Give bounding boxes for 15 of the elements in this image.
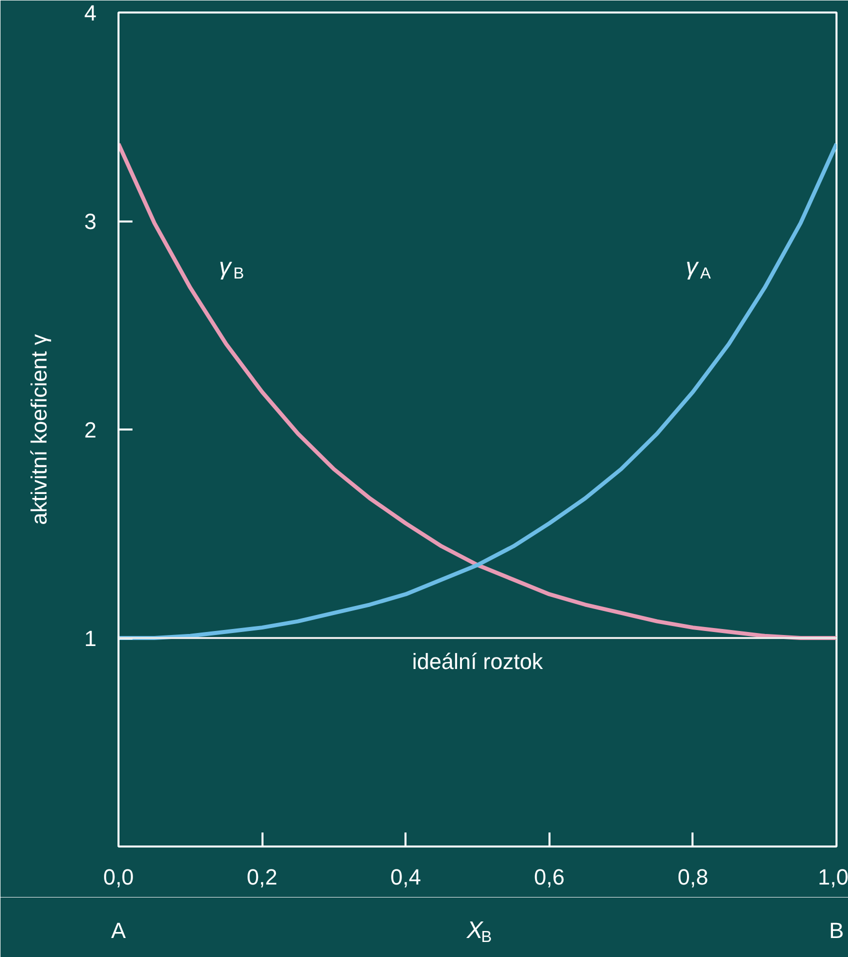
- y-tick-label: 4: [84, 0, 97, 26]
- y-tick-label: 2: [84, 418, 97, 442]
- line-series: [118, 142, 836, 640]
- ref-line-label: ideální roztok: [412, 649, 544, 674]
- x-tick-label: 0,0: [103, 864, 134, 890]
- x-tick-label: 0,8: [678, 864, 708, 890]
- text: A: [111, 918, 126, 943]
- y-axis-title: aktivitní koeficient γ: [26, 334, 52, 525]
- x-tick-label: 1,0: [818, 864, 848, 890]
- x-tick-label: 0,6: [534, 864, 565, 890]
- text: B: [829, 918, 844, 943]
- x-tick-label: 0,2: [246, 864, 278, 890]
- x-tick-label: 0,4: [390, 864, 421, 890]
- y-tick-label: 3: [84, 209, 97, 234]
- y-tick-label: 1: [84, 626, 97, 651]
